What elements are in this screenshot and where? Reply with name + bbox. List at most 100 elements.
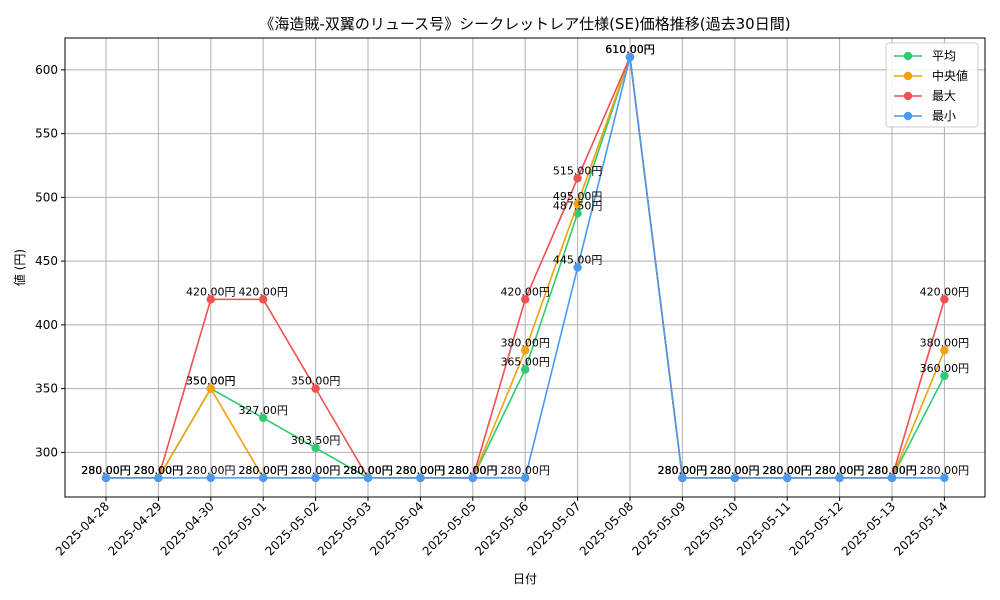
data-label: 280.00円: [710, 464, 760, 477]
legend-marker: [903, 51, 913, 61]
data-label: 280.00円: [396, 464, 446, 477]
legend-label: 中央値: [932, 68, 968, 83]
data-point: [625, 52, 635, 62]
data-label: 280.00円: [238, 464, 288, 477]
data-label: 280.00円: [343, 464, 393, 477]
y-tick-label: 450: [35, 254, 58, 268]
data-label: 280.00円: [762, 464, 812, 477]
data-point: [730, 473, 739, 483]
data-point: [573, 199, 582, 208]
data-label: 610.00円: [605, 43, 655, 56]
legend-marker: [903, 111, 913, 121]
data-label: 280.00円: [291, 464, 341, 477]
data-label: 350.00円: [291, 375, 341, 388]
data-label: 303.50円: [291, 434, 341, 447]
data-point: [573, 263, 582, 272]
x-tick-label: 2025-05-01: [210, 499, 269, 558]
data-label: 487.50円: [553, 199, 603, 212]
data-label: 280.00円: [81, 464, 131, 477]
data-label: 360.00円: [920, 362, 970, 375]
data-label: 280.00円: [396, 464, 446, 477]
x-tick-label: 2025-05-10: [682, 499, 741, 558]
data-point: [311, 384, 320, 393]
chart-title: 《海造賊-双翼のリュース号》シークレットレア仕様(SE)価格推移(過去30日間): [259, 15, 790, 33]
data-label: 515.00円: [553, 164, 603, 177]
data-label: 280.00円: [710, 464, 760, 477]
data-label: 280.00円: [186, 464, 236, 477]
data-label: 280.00円: [81, 464, 131, 477]
data-label: 280.00円: [343, 464, 393, 477]
data-label: 280.00円: [710, 464, 760, 477]
x-tick-label: 2025-05-07: [525, 499, 584, 558]
x-tick-label: 2025-05-14: [891, 499, 950, 558]
x-tick-label: 2025-05-03: [315, 499, 374, 558]
data-label: 280.00円: [396, 464, 446, 477]
data-point: [416, 473, 425, 483]
x-tick-label: 2025-05-06: [472, 499, 531, 558]
data-label: 350.00円: [186, 375, 236, 388]
x-tick-label: 2025-04-28: [53, 499, 112, 558]
x-tick-label: 2025-05-13: [839, 499, 898, 558]
x-tick-label: 2025-05-11: [734, 499, 793, 558]
data-point: [101, 473, 111, 483]
data-label: 280.00円: [134, 464, 184, 477]
data-label: 280.00円: [134, 464, 184, 477]
data-point: [835, 473, 844, 483]
x-tick-label: 2025-05-04: [367, 499, 426, 558]
data-label: 280.00円: [710, 464, 760, 477]
data-point: [521, 295, 530, 304]
data-point: [259, 413, 268, 423]
data-label: 280.00円: [920, 464, 970, 477]
x-tick-label: 2025-05-05: [420, 499, 479, 558]
data-label: 610.00円: [605, 43, 655, 56]
data-labels: 280.00円 280.00円350.00円327.00円303.50円280.0…: [81, 43, 969, 477]
data-label: 280.00円: [815, 464, 865, 477]
legend-label: 平均: [932, 49, 956, 63]
y-tick-label: 300: [35, 445, 58, 459]
y-axis-title: 値 (円): [12, 249, 27, 286]
data-point: [940, 371, 949, 381]
data-label: 280.00円: [815, 464, 865, 477]
data-label: 280.00円: [867, 464, 917, 477]
data-label: 350.00円: [186, 375, 236, 388]
y-tick-label: 400: [35, 318, 58, 332]
y-tick-label: 500: [35, 190, 58, 204]
x-tick-label: 2025-04-29: [105, 499, 164, 558]
data-label: 280.00円: [658, 464, 708, 477]
data-point: [940, 473, 949, 483]
data-label: 280.00円: [396, 464, 446, 477]
data-label: 365.00円: [500, 356, 550, 369]
legend-label: 最小: [932, 109, 956, 123]
data-label: 280.00円: [867, 464, 917, 477]
x-tick-label: 2025-04-30: [158, 499, 217, 558]
data-label: 495.00円: [553, 190, 603, 203]
data-point: [783, 473, 792, 483]
y-axis-ticks: 300 350 400 450 500 550 600: [35, 63, 65, 459]
legend-box: [885, 42, 979, 128]
data-label: 280.00円: [134, 464, 184, 477]
data-label: 280.00円: [815, 464, 865, 477]
data-point: [468, 473, 477, 483]
data-label: 280.00円: [448, 464, 498, 477]
data-label: 280.00円: [343, 464, 393, 477]
data-label: 380.00円: [500, 336, 550, 349]
data-label: 610.00円: [605, 43, 655, 56]
x-axis-ticks: 2025-04-282025-04-292025-04-302025-05-01…: [53, 497, 951, 558]
data-point: [206, 295, 215, 304]
data-label: 280.00円: [867, 464, 917, 477]
series-layer: [101, 52, 949, 483]
data-point: [259, 473, 268, 483]
data-point: [311, 443, 320, 453]
x-tick-label: 2025-05-12: [787, 499, 846, 558]
data-label: 420.00円: [920, 285, 970, 298]
data-label: 280.00円: [343, 464, 393, 477]
data-label: 280.00円: [291, 464, 341, 477]
data-point: [206, 473, 215, 483]
legend-label: 最大: [932, 89, 956, 103]
data-label: 420.00円: [238, 285, 288, 298]
data-label: 280.00円: [134, 464, 184, 477]
data-point: [311, 473, 320, 483]
data-point: [521, 473, 530, 483]
data-point: [363, 473, 373, 483]
